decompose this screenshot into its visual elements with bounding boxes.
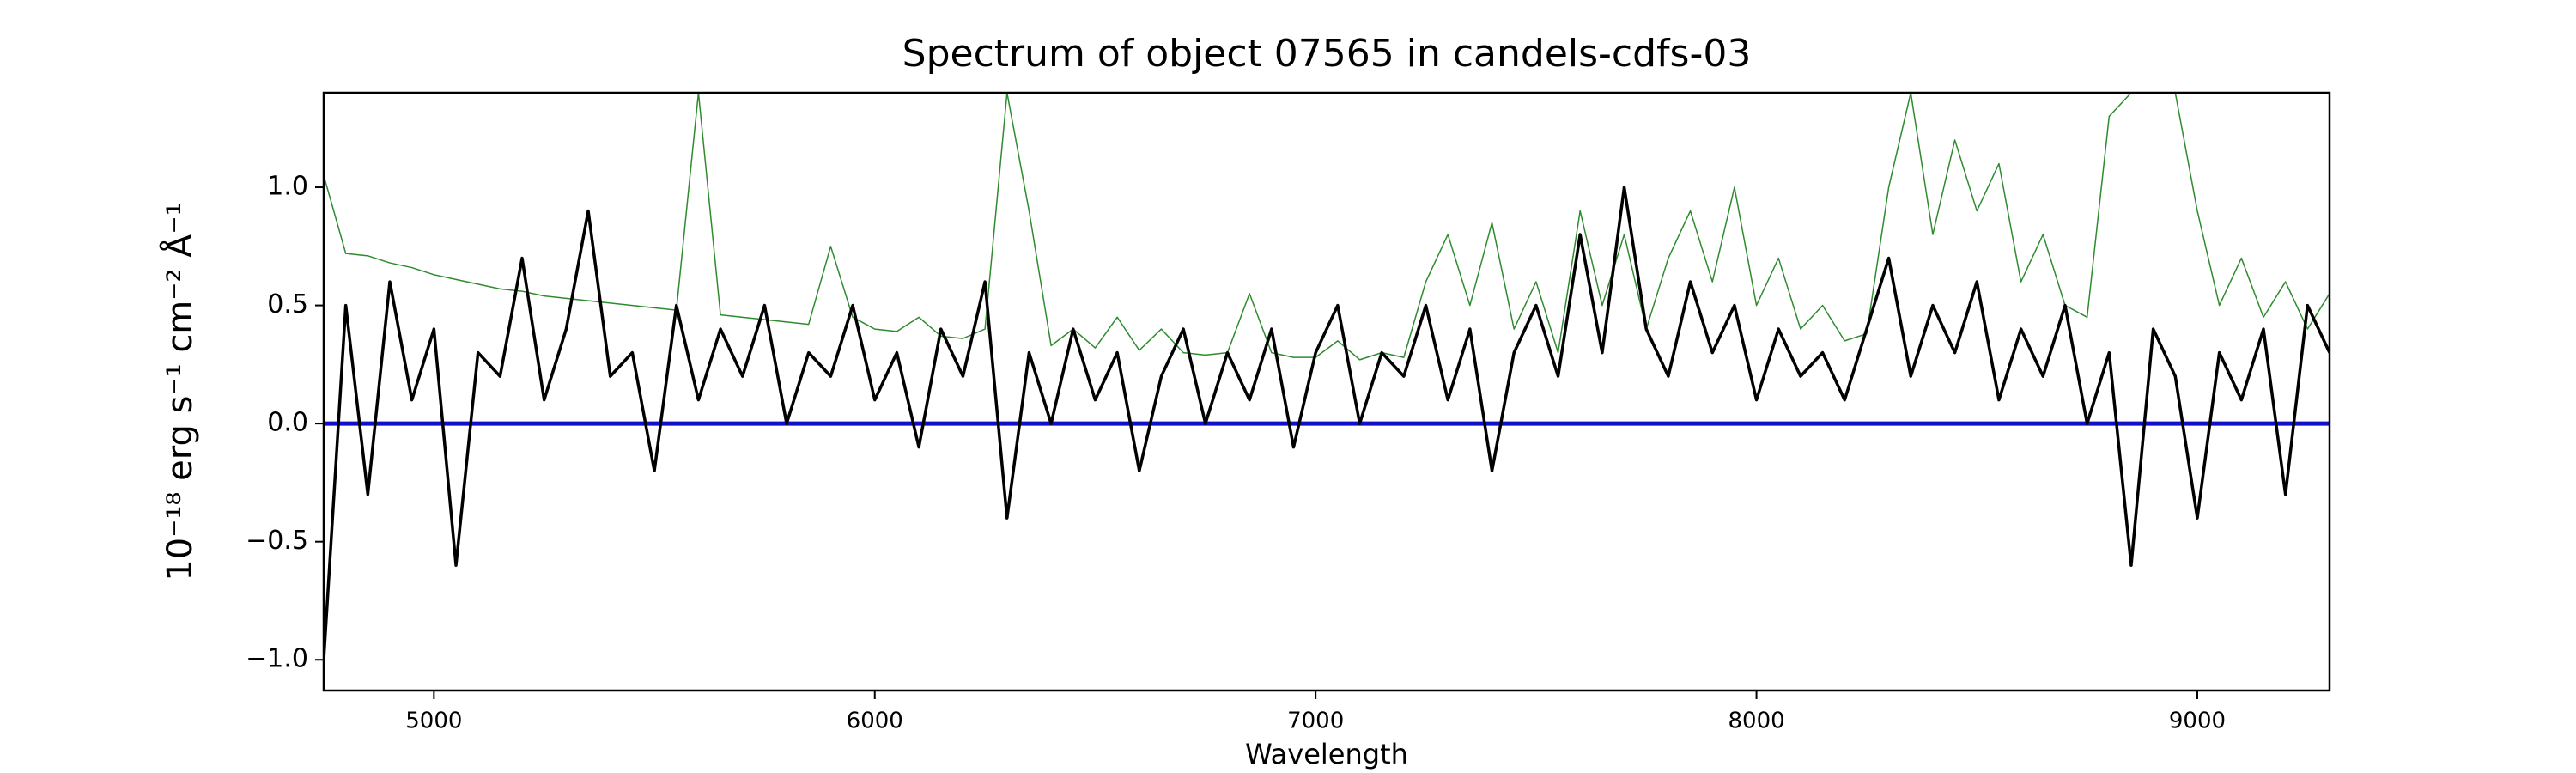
series-line: [324, 93, 2330, 361]
x-tick-label: 7000: [1287, 709, 1344, 734]
x-axis-label: Wavelength: [1245, 738, 1408, 770]
x-tick-label: 5000: [405, 709, 462, 734]
series-line: [324, 186, 2330, 660]
plot-area: [324, 93, 2330, 660]
y-tick-label: 0.0: [267, 408, 308, 438]
x-tick-label: 6000: [847, 709, 903, 734]
chart-title: Spectrum of object 07565 in candels-cdfs…: [902, 32, 1752, 76]
y-tick-label: 1.0: [267, 172, 308, 202]
y-tick-label: −0.5: [246, 526, 308, 556]
y-tick-label: 0.5: [267, 289, 308, 320]
x-tick-label: 8000: [1728, 709, 1784, 734]
axes-frame: [322, 91, 2331, 692]
x-tick-label: 9000: [2169, 709, 2226, 734]
y-tick-label: −1.0: [246, 644, 308, 674]
y-axis-label: 10⁻¹⁸ erg s⁻¹ cm⁻² Å⁻¹: [159, 202, 200, 581]
